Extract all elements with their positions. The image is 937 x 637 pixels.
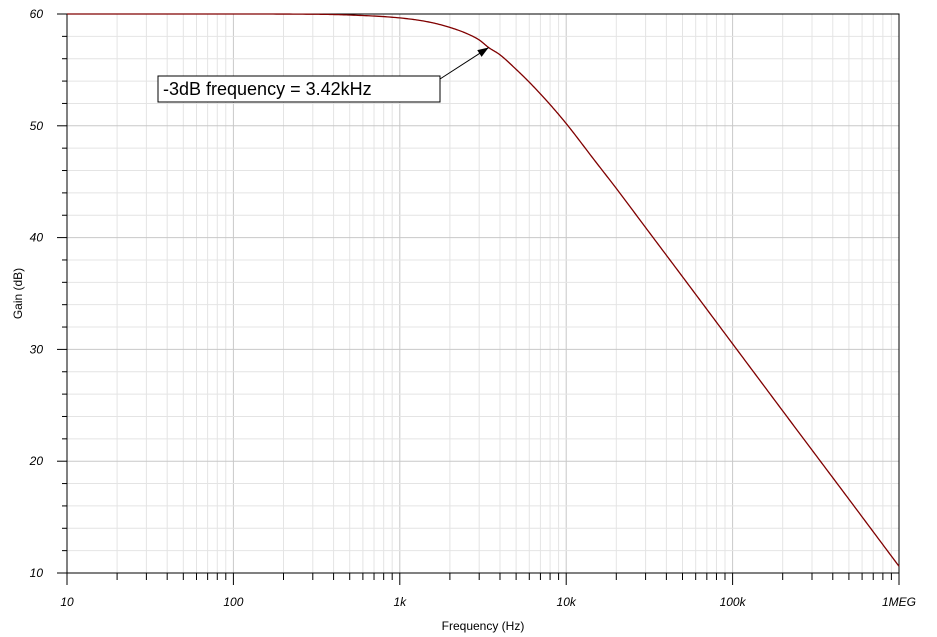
- x-tick-labels: 10 100 1k 10k 100k 1MEG: [60, 595, 916, 609]
- x-tick-label: 100k: [720, 595, 747, 609]
- y-tick-label: 10: [30, 566, 44, 580]
- y-tick-labels: 10 20 30 40 50 60: [29, 7, 44, 580]
- y-tick-label: 40: [30, 231, 44, 245]
- y-axis-title: Gain (dB): [11, 268, 25, 319]
- x-tick-label: 1k: [393, 595, 407, 609]
- y-tick-label: 50: [30, 119, 44, 133]
- x-tick-label: 100: [223, 595, 243, 609]
- x-tick-label: 10: [60, 595, 74, 609]
- annotation-text: -3dB frequency = 3.42kHz: [163, 79, 372, 99]
- y-tick-label: 30: [30, 342, 44, 356]
- x-tick-label: 1MEG: [882, 595, 916, 609]
- y-tick-label: 20: [29, 454, 44, 468]
- y-tick-label: 60: [30, 7, 44, 21]
- x-tick-label: 10k: [557, 595, 577, 609]
- x-axis-title: Frequency (Hz): [442, 619, 525, 633]
